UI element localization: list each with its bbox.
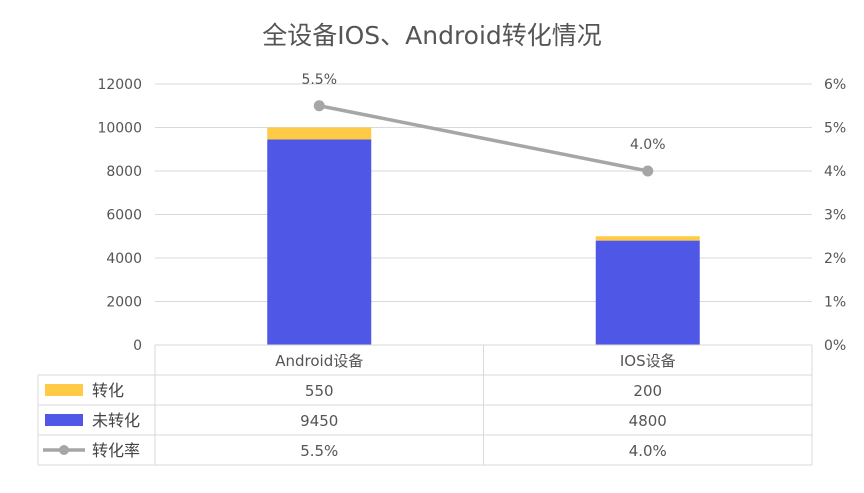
y-left-tick-label: 10000: [97, 121, 142, 137]
y-left-tick-label: 6000: [106, 208, 142, 224]
y-left-tick-label: 4000: [106, 251, 142, 267]
legend-marker: [59, 445, 69, 455]
table-value: 550: [305, 382, 334, 400]
chart-title: 全设备IOS、Android转化情况: [262, 21, 602, 50]
y-left-tick-label: 12000: [97, 77, 142, 93]
y-right-tick-label: 6%: [824, 77, 846, 93]
rate-line: 5.5% 4.0%: [301, 72, 666, 177]
legend-swatch: [45, 384, 83, 396]
table-value: 4.0%: [629, 442, 667, 460]
legend-swatch: [45, 414, 83, 426]
bar-segment: [595, 240, 700, 345]
y-axis-right-ticks: 0% 1% 2% 3% 4% 5% 6%: [824, 77, 846, 354]
table-value: 5.5%: [300, 442, 338, 460]
table-value: 4800: [629, 412, 667, 430]
y-right-tick-label: 5%: [824, 121, 846, 137]
y-right-tick-label: 4%: [824, 164, 846, 180]
rate-point: [642, 165, 654, 177]
legend-label: 未转化: [92, 411, 140, 430]
y-right-tick-label: 1%: [824, 295, 846, 311]
table-value: 9450: [300, 412, 338, 430]
y-left-tick-label: 2000: [106, 295, 142, 311]
y-left-tick-label: 0: [133, 338, 142, 354]
legend-label: 转化: [92, 381, 124, 400]
bar-segment: [267, 127, 372, 140]
y-right-tick-label: 2%: [824, 251, 846, 267]
gridlines: [155, 83, 812, 302]
bar-segment: [595, 236, 700, 241]
y-right-tick-label: 3%: [824, 208, 846, 224]
category-label: IOS设备: [620, 352, 676, 370]
bars: [267, 127, 700, 345]
category-label: Android设备: [275, 352, 363, 370]
rate-data-label: 5.5%: [301, 72, 337, 88]
table-value: 200: [633, 382, 662, 400]
rate-point: [313, 100, 325, 112]
legend-label: 转化率: [92, 441, 140, 460]
y-axis-left-ticks: 0 2000 4000 6000 8000 10000 12000: [97, 77, 142, 354]
y-right-tick-label: 0%: [824, 338, 846, 354]
rate-line-path: [318, 104, 649, 173]
bar-segment: [267, 139, 372, 345]
y-left-tick-label: 8000: [106, 164, 142, 180]
rate-data-label: 4.0%: [630, 137, 666, 153]
